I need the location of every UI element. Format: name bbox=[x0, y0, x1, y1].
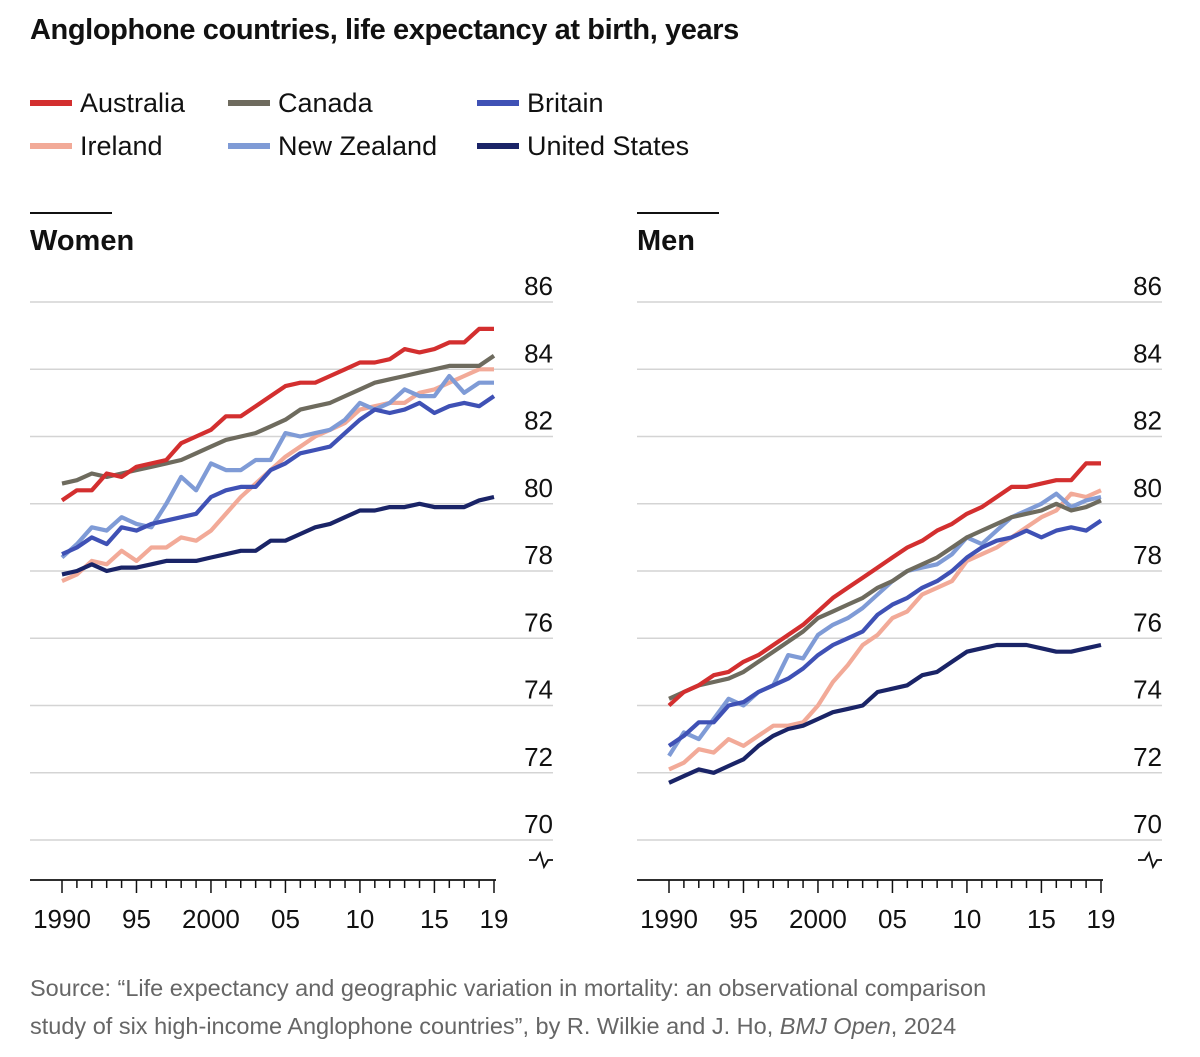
line-united-states bbox=[61, 494, 495, 577]
line-australia bbox=[60, 326, 494, 503]
y-tick-label: 72 bbox=[524, 742, 553, 772]
x-tick-label: 15 bbox=[1027, 904, 1056, 934]
legend-item-britain: Britain bbox=[477, 88, 604, 118]
charts-canvas: 70 72 74 76 78 80 82 84 86 1990 95 2000 05 10 15 19 70 72… bbox=[30, 271, 1162, 934]
chart-title: Anglophone countries, life expectancy at… bbox=[30, 14, 739, 46]
legend-swatch-australia bbox=[30, 100, 72, 106]
line-canada bbox=[668, 498, 1102, 701]
legend-item-australia: Australia bbox=[30, 88, 185, 118]
panel-rule-women bbox=[30, 212, 112, 214]
plot-men: 70 72 74 76 78 80 82 84 86 1990 95 2000 05 10 15 19 bbox=[637, 271, 1162, 934]
x-tick-label: 15 bbox=[420, 904, 449, 934]
legend-label-britain: Britain bbox=[527, 87, 604, 118]
panel-rule-men bbox=[637, 212, 719, 214]
y-tick-label: 72 bbox=[1133, 742, 1162, 772]
axis-break-icon bbox=[1138, 850, 1162, 870]
panel-title-men: Men bbox=[637, 225, 695, 257]
x-tick-label: 1990 bbox=[33, 904, 91, 934]
legend-item-united-states: United States bbox=[477, 131, 689, 161]
x-tick-label: 95 bbox=[122, 904, 151, 934]
x-tick-label: 10 bbox=[345, 904, 374, 934]
line-britain bbox=[667, 518, 1103, 748]
legend-label-new-zealand: New Zealand bbox=[278, 130, 438, 161]
line-new-zealand bbox=[60, 373, 494, 560]
x-tick-label: 1990 bbox=[640, 904, 698, 934]
y-tick-label: 76 bbox=[524, 607, 553, 637]
y-tick-label: 78 bbox=[524, 540, 553, 570]
line-ireland bbox=[61, 367, 494, 584]
legend-item-canada: Canada bbox=[228, 88, 373, 118]
axis-break-icon bbox=[529, 850, 553, 870]
x-tick-label: 05 bbox=[271, 904, 300, 934]
legend-label-australia: Australia bbox=[80, 87, 186, 118]
legend-item-ireland: Ireland bbox=[30, 131, 163, 161]
legend-label-canada: Canada bbox=[278, 87, 373, 118]
y-tick-label: 70 bbox=[524, 809, 553, 839]
source-year: , 2024 bbox=[890, 1013, 957, 1039]
line-ireland bbox=[668, 488, 1102, 772]
y-tick-label: 76 bbox=[1133, 607, 1162, 637]
line-australia bbox=[667, 461, 1101, 708]
y-tick-label: 80 bbox=[524, 473, 553, 503]
y-tick-label: 74 bbox=[1133, 675, 1162, 705]
legend-label-ireland: Ireland bbox=[80, 130, 163, 161]
y-tick-label: 84 bbox=[1133, 338, 1162, 368]
x-tick-label: 10 bbox=[952, 904, 981, 934]
panel-title-women: Women bbox=[30, 225, 135, 257]
line-britain bbox=[61, 394, 496, 557]
legend-label-united-states: United States bbox=[527, 130, 690, 161]
y-tick-label: 86 bbox=[524, 271, 553, 301]
y-tick-label: 78 bbox=[1133, 540, 1162, 570]
y-tick-label: 84 bbox=[524, 338, 553, 368]
legend-item-new-zealand: New Zealand bbox=[228, 131, 437, 161]
y-tick-label: 70 bbox=[1133, 809, 1162, 839]
source-line-1: Source: “Life expectancy and geographic … bbox=[30, 975, 987, 1001]
legend-swatch-new-zealand bbox=[228, 143, 270, 149]
x-tick-label: 05 bbox=[878, 904, 907, 934]
y-tick-label: 82 bbox=[1133, 406, 1162, 436]
y-tick-label: 86 bbox=[1133, 271, 1162, 301]
legend-swatch-united-states bbox=[477, 143, 519, 149]
line-united-states bbox=[668, 642, 1102, 785]
plot-women: 70 72 74 76 78 80 82 84 86 1990 95 2000 05 10 15 19 bbox=[30, 271, 553, 934]
x-tick-label: 95 bbox=[729, 904, 758, 934]
legend-swatch-canada bbox=[228, 100, 270, 106]
y-tick-label: 82 bbox=[524, 406, 553, 436]
source-line-2: study of six high-income Anglophone coun… bbox=[30, 1007, 1180, 1045]
x-tick-label: 2000 bbox=[182, 904, 240, 934]
y-tick-label: 80 bbox=[1133, 473, 1162, 503]
x-tick-label: 2000 bbox=[789, 904, 847, 934]
source-line-2-text: study of six high-income Anglophone coun… bbox=[30, 1013, 780, 1039]
y-tick-label: 74 bbox=[524, 675, 553, 705]
x-tick-label: 19 bbox=[1087, 904, 1116, 934]
legend-swatch-britain bbox=[477, 100, 519, 106]
legend-swatch-ireland bbox=[30, 143, 72, 149]
x-tick-label: 19 bbox=[480, 904, 509, 934]
source-note: Source: “Life expectancy and geographic … bbox=[30, 969, 1180, 1045]
source-journal: BMJ Open bbox=[779, 1013, 891, 1039]
